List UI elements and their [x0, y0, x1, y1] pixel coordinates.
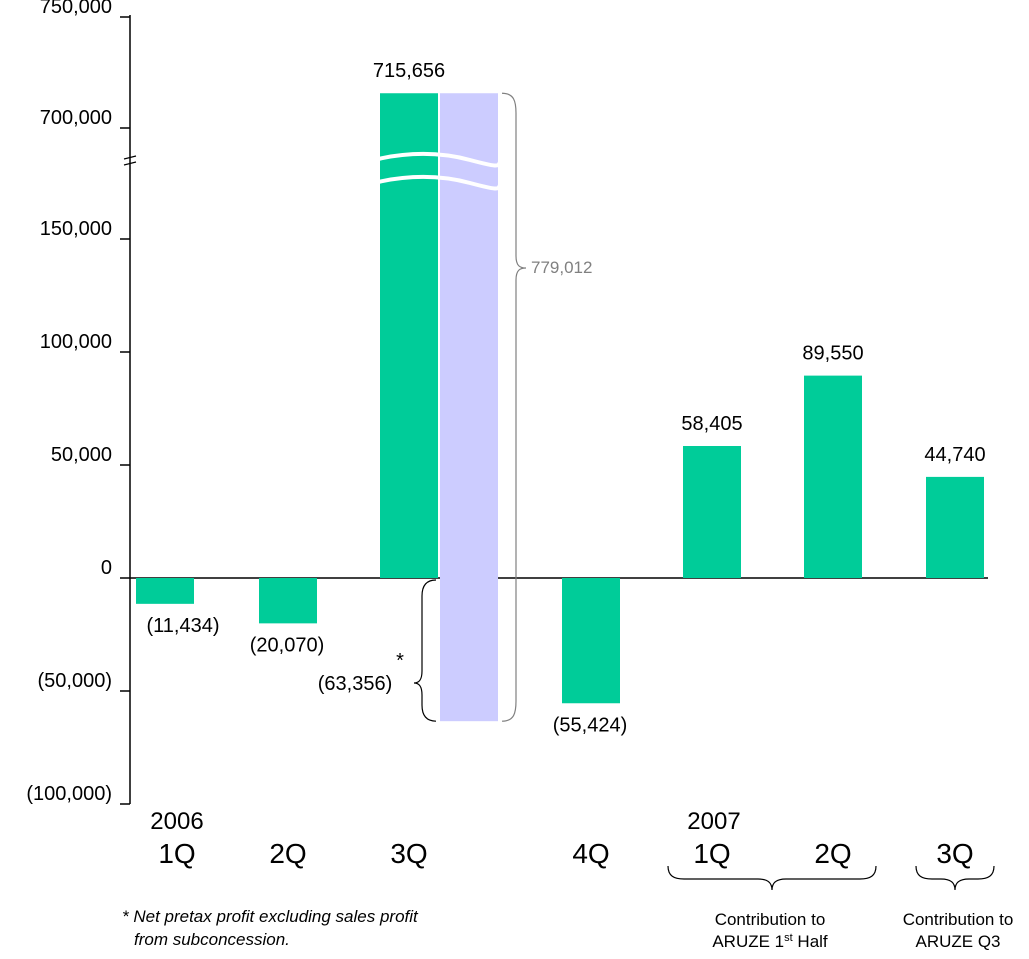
bar — [136, 578, 194, 604]
category-label: 3Q — [936, 838, 973, 869]
category-label: 2Q — [814, 838, 851, 869]
data-labels-group: (11,434) (20,070) 715,656 (55,424) 58,405 89,… — [146, 60, 985, 736]
contribution-q3-line2: ARUZE Q3 — [915, 932, 1000, 951]
total-span-label: 779,012 — [531, 258, 592, 277]
footnote-line2: from subconcession. — [134, 930, 290, 949]
total-span-brace — [501, 92, 527, 722]
half-year-brace — [667, 865, 877, 891]
axis-break-marker — [123, 155, 137, 166]
year-label-2006: 2006 — [150, 808, 203, 835]
category-label: 2Q — [269, 838, 306, 869]
category-labels-group: 1Q 2Q 3Q 4Q 1Q 2Q 3Q 2006 2007 — [150, 808, 973, 869]
y-tick-label: 0 — [101, 557, 112, 579]
data-label: (55,424) — [553, 714, 628, 736]
footnote-marker: * — [396, 650, 404, 672]
y-tick-label: (100,000) — [26, 783, 112, 805]
data-label: 44,740 — [924, 444, 985, 466]
category-label: 4Q — [572, 838, 609, 869]
axis-break-wave — [377, 174, 502, 191]
axis-break-wave — [377, 151, 502, 168]
data-label: (20,070) — [250, 634, 325, 656]
bar — [380, 93, 438, 578]
bar — [804, 375, 862, 578]
year-label-2007: 2007 — [687, 808, 740, 835]
y-tick-label: (50,000) — [38, 670, 113, 692]
data-label: 58,405 — [681, 413, 742, 435]
adjustment-bar — [440, 93, 498, 722]
category-label: 3Q — [390, 838, 427, 869]
bars-group — [136, 93, 984, 722]
footnote-line1: * Net pretax profit excluding sales prof… — [122, 907, 419, 926]
data-label: (11,434) — [146, 615, 219, 637]
bar — [926, 476, 984, 578]
annotations-group: 779,012 (63,356)* Contribution to ARUZE 1st… — [122, 92, 1014, 951]
y-tick-label: 750,000 — [40, 0, 112, 18]
contribution-half-line2: ARUZE 1st Half — [712, 932, 828, 951]
category-label: 1Q — [158, 838, 195, 869]
adjustment-brace — [413, 579, 437, 722]
category-label: 1Q — [693, 838, 730, 869]
y-tick-label: 50,000 — [51, 444, 112, 466]
data-label: 715,656 — [373, 60, 445, 82]
data-label: 89,550 — [802, 343, 863, 365]
y-tick-label: 150,000 — [40, 218, 112, 240]
bar — [562, 578, 620, 704]
contribution-q3-line1: Contribution to — [903, 910, 1014, 929]
y-tick-label: 100,000 — [40, 331, 112, 353]
q3-brace — [915, 865, 995, 891]
bar — [259, 578, 317, 624]
contribution-half-line1: Contribution to — [715, 910, 826, 929]
adjustment-label: (63,356) — [318, 673, 393, 695]
bar — [683, 446, 741, 578]
y-tick-label: 700,000 — [40, 107, 112, 129]
